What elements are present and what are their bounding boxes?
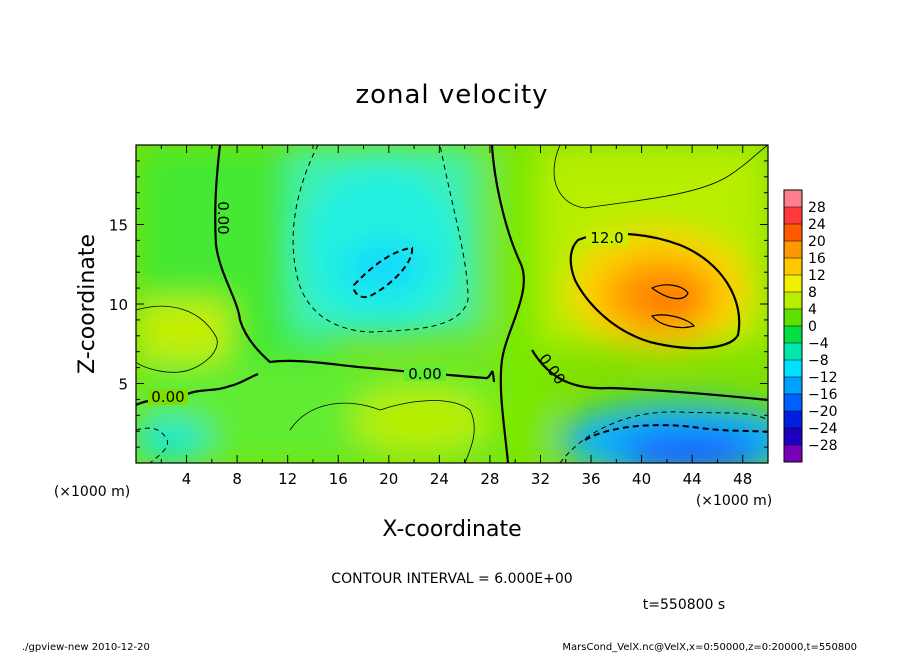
colorbar-label: 12	[808, 268, 826, 284]
contour-18-a	[650, 284, 689, 300]
colorbar-label: 8	[808, 285, 817, 301]
contour-12	[569, 232, 741, 350]
colorbar-label: −8	[808, 353, 829, 369]
colorbar-swatch	[784, 445, 802, 463]
colorbar-swatch	[784, 224, 802, 242]
colorbar-label: 20	[808, 234, 826, 250]
y-tick-label: 5	[118, 376, 128, 394]
contour-minus6-southeast	[559, 411, 768, 463]
x-tick-label: 4	[182, 470, 192, 488]
footer-left-text: ./gpview-new 2010-12-20	[22, 642, 150, 653]
x-tick-label: 48	[733, 470, 752, 488]
x-tick-label: 28	[480, 470, 499, 488]
colorbar-label: 28	[808, 200, 826, 216]
time-stamp-text: t=550800 s	[643, 597, 725, 613]
colorbar-label: 24	[808, 217, 826, 233]
y-axis-ticks: 5 10 15	[109, 160, 768, 448]
y-tick-label: 10	[109, 296, 128, 314]
colorbar-label: −24	[808, 421, 838, 437]
x-axis-ticks: 4 8 12 16 20 24 28 32 36 40 44 48	[160, 145, 752, 488]
colorbar-swatch	[784, 258, 802, 276]
x-tick-label: 44	[683, 470, 702, 488]
contour-label: 0.00	[214, 201, 232, 234]
contour-minus6-southwest	[136, 427, 168, 463]
x-tick-label: 16	[329, 470, 348, 488]
colorbar-label: −12	[808, 370, 838, 386]
x-tick-label: 32	[531, 470, 550, 488]
colorbar-label: −4	[808, 336, 829, 352]
colorbar-swatch	[784, 241, 802, 259]
colorbar-swatch	[784, 411, 802, 429]
chart-title: zonal velocity	[355, 80, 548, 110]
contour-6-thin-south	[289, 400, 475, 463]
contour-18-b	[650, 314, 695, 329]
contour-label: 12.0	[590, 229, 623, 247]
contour-label-bg	[586, 229, 628, 245]
contour-label: 0.00	[408, 365, 441, 383]
x-axis-label: X-coordinate	[382, 517, 521, 542]
contour-minus12-southeast	[584, 424, 768, 441]
footer-right-text: MarsCond_VelX.nc@VelX,x=0:50000,z=0:2000…	[562, 642, 857, 653]
colorbar-swatch	[784, 309, 802, 327]
contour-minus12-core	[352, 246, 414, 298]
contour-label-bg	[404, 365, 446, 381]
colorbar-swatch	[784, 394, 802, 412]
contour-interval-text: CONTOUR INTERVAL = 6.000E+00	[331, 571, 572, 587]
colorbar-swatch	[784, 292, 802, 310]
colorbar-label: −16	[808, 387, 838, 403]
contour-zero-center	[490, 145, 525, 463]
x-tick-label: 20	[379, 470, 398, 488]
contour-label-bg	[148, 389, 188, 405]
x-tick-label: 8	[232, 470, 242, 488]
contour-minus6-west	[292, 145, 469, 333]
contour-lines	[136, 145, 768, 463]
colorbar-swatch	[784, 275, 802, 293]
colorbar-label: 16	[808, 251, 826, 267]
x-unit-label-right: (×1000 m)	[696, 493, 772, 509]
colorbar-swatch	[784, 190, 802, 208]
contour-zero-west	[214, 145, 496, 383]
contour-zero-east	[531, 349, 768, 402]
colorbar-swatch	[784, 377, 802, 395]
contour-label: 0.00	[151, 388, 184, 406]
x-unit-label: (×1000 m)	[54, 484, 130, 500]
colorbar-label: −28	[808, 438, 838, 454]
x-tick-label: 36	[581, 470, 600, 488]
colorbar-swatch	[784, 360, 802, 378]
colorbar-swatch	[784, 207, 802, 225]
x-tick-label: 40	[632, 470, 651, 488]
colorbar-swatch	[784, 343, 802, 361]
contour-6-thin-west	[136, 305, 218, 373]
colorbar-swatch	[784, 428, 802, 446]
contour-6-thin-east	[553, 145, 768, 209]
colorbar-swatch	[784, 326, 802, 344]
y-tick-label: 15	[109, 217, 128, 235]
colorbar-label: 4	[808, 302, 817, 318]
colorbar-label: 0	[808, 319, 817, 335]
colorbar-label: −20	[808, 404, 838, 420]
heatmap-field	[136, 145, 768, 463]
x-tick-label: 24	[430, 470, 449, 488]
y-axis-label: Z-coordinate	[75, 234, 100, 374]
x-tick-label: 12	[278, 470, 297, 488]
